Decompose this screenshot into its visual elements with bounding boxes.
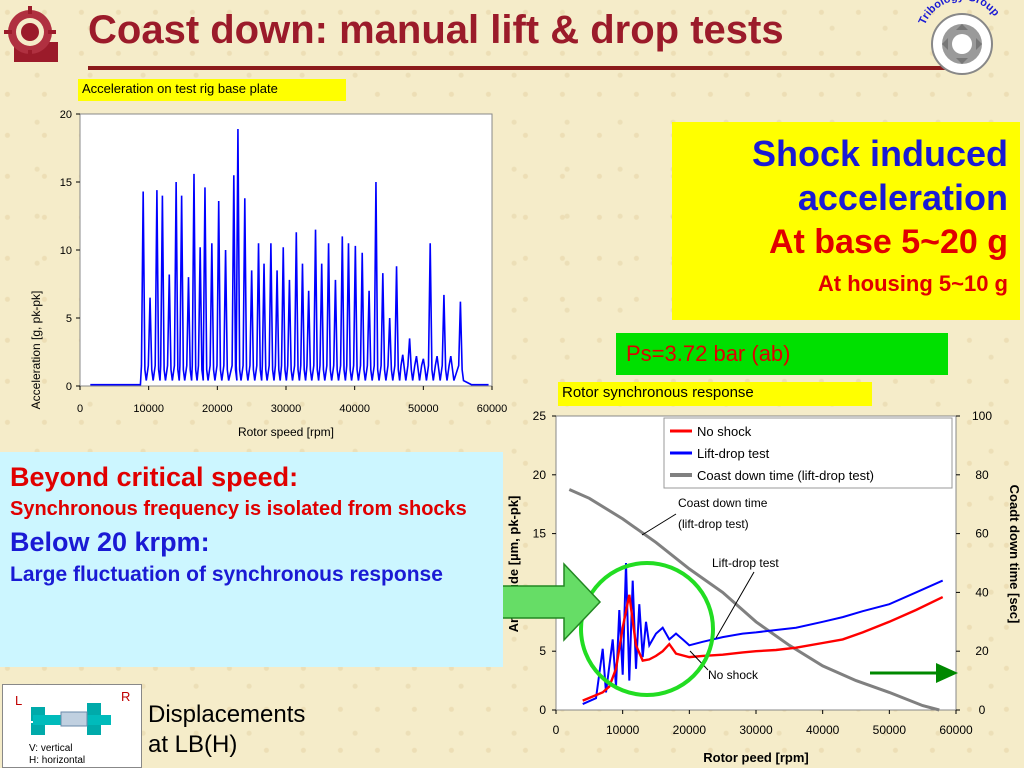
- annotation-lift-drop: Lift-drop test: [712, 556, 779, 570]
- shock-line2: acceleration: [797, 177, 1008, 218]
- sync-y-tick-label: 15: [533, 527, 547, 541]
- lr-horizontal-label: H: horizontal: [29, 755, 85, 766]
- sync-y-tick-label: 20: [533, 468, 547, 482]
- below-20krpm-heading: Below 20 krpm:: [10, 527, 210, 557]
- shock-acceleration-callout: Shock induced acceleration At base 5~20 …: [672, 122, 1020, 320]
- beyond-critical-text: Synchronous frequency is isolated from s…: [10, 498, 467, 520]
- lr-left-label: L: [15, 693, 22, 708]
- annotation-coast-down-1: Coast down time: [678, 496, 768, 510]
- sync-x-tick-label: 50000: [873, 723, 907, 737]
- chart-legend: No shock Lift-drop test Coast down time …: [663, 417, 953, 489]
- bearing-diagram-icon: L R V: vertical H: horizontal: [15, 689, 130, 766]
- accel-y-axis-label: Acceleration [g, pk-pk]: [29, 291, 43, 410]
- lr-right-label: R: [121, 689, 130, 704]
- accel-y-tick-label: 20: [60, 109, 72, 121]
- sync-y2-tick-label: 0: [979, 703, 986, 717]
- legend-no-shock: No shock: [697, 424, 752, 439]
- sync-y2-tick-label: 40: [975, 585, 989, 599]
- displacement-line2: at LB(H): [148, 731, 238, 758]
- annotation-arrow-coast: [641, 513, 677, 536]
- annotation-arrow-no-shock: [689, 650, 709, 671]
- pressure-label: Ps=3.72 bar (ab): [616, 333, 948, 375]
- university-logo-icon: [4, 6, 58, 62]
- sync-chart-label: Rotor synchronous response: [558, 382, 872, 406]
- sync-y2-tick-label: 80: [975, 468, 989, 482]
- page-title: Coast down: manual lift & drop tests: [88, 8, 784, 52]
- displacement-caption: Displacements at LB(H): [148, 700, 305, 760]
- accel-chart-label: Acceleration on test rig base plate: [78, 79, 346, 101]
- annotation-arrow-lift: [715, 571, 755, 639]
- accel-y-tick-label: 5: [66, 313, 72, 325]
- annotation-coast-down-2: (lift-drop test): [678, 517, 749, 531]
- sync-x-axis-label: Rotor peed [rpm]: [703, 750, 808, 765]
- accel-x-tick-label: 30000: [271, 403, 302, 415]
- annotation-no-shock: No shock: [708, 668, 759, 682]
- accel-x-tick-label: 50000: [408, 403, 439, 415]
- sync-y2-axis-label: Coadt down time [sec]: [1007, 485, 1022, 624]
- sync-x-tick-label: 10000: [606, 723, 640, 737]
- sync-y2-tick-label: 20: [975, 644, 989, 658]
- legend-coast-down: Coast down time (lift-drop test): [697, 468, 874, 483]
- accel-x-tick-label: 40000: [339, 403, 370, 415]
- lift-drop-test-line: [582, 562, 944, 706]
- accel-x-tick-label: 20000: [202, 403, 233, 415]
- beyond-critical-heading: Beyond critical speed:: [10, 462, 299, 492]
- legend-lift-drop: Lift-drop test: [697, 446, 770, 461]
- sync-x-tick-label: 20000: [673, 723, 707, 737]
- title-underline: [88, 66, 956, 70]
- no-shock-line: [582, 594, 944, 702]
- accel-x-axis-label: Rotor speed [rpm]: [238, 425, 334, 439]
- accel-x-tick-label: 0: [77, 403, 83, 415]
- accel-y-tick-label: 0: [66, 381, 72, 393]
- shock-line4: At housing 5~10 g: [817, 271, 1008, 296]
- accel-y-tick-label: 10: [60, 245, 72, 257]
- sync-y2-tick-label: 100: [972, 409, 992, 423]
- shock-line1: Shock induced: [751, 133, 1008, 174]
- sync-y2-tick-label: 60: [975, 527, 989, 541]
- sync-x-tick-label: 60000: [939, 723, 973, 737]
- sync-x-tick-label: 0: [553, 723, 560, 737]
- sync-x-tick-label: 40000: [806, 723, 840, 737]
- critical-speed-info-box: Beyond critical speed: Synchronous frequ…: [0, 452, 503, 667]
- accel-x-tick-label: 60000: [477, 403, 508, 415]
- displacement-line1: Displacements: [148, 701, 306, 728]
- coast-down-time-line: [568, 488, 940, 712]
- tribology-group-logo-icon: Tribology Group: [917, 0, 1002, 75]
- shock-line3: At base 5~20 g: [768, 223, 1008, 261]
- sync-x-tick-label: 30000: [739, 723, 773, 737]
- sync-y-tick-label: 25: [533, 409, 547, 423]
- below-20krpm-text: Large fluctuation of synchronous respons…: [10, 563, 443, 586]
- accel-y-tick-label: 15: [60, 177, 72, 189]
- synchronous-response-chart: 0510152025020406080100010000200003000040…: [506, 409, 1022, 765]
- sync-y-tick-label: 5: [539, 644, 546, 658]
- sync-y-tick-label: 0: [539, 703, 546, 717]
- accel-x-tick-label: 10000: [133, 403, 164, 415]
- right-axis-arrow-head: [936, 663, 958, 683]
- bearing-orientation-diagram: L R V: vertical H: horizontal: [2, 684, 142, 768]
- acceleration-series-line: [90, 128, 489, 386]
- highlight-circle: [579, 561, 715, 697]
- lr-vertical-label: V: vertical: [29, 743, 73, 754]
